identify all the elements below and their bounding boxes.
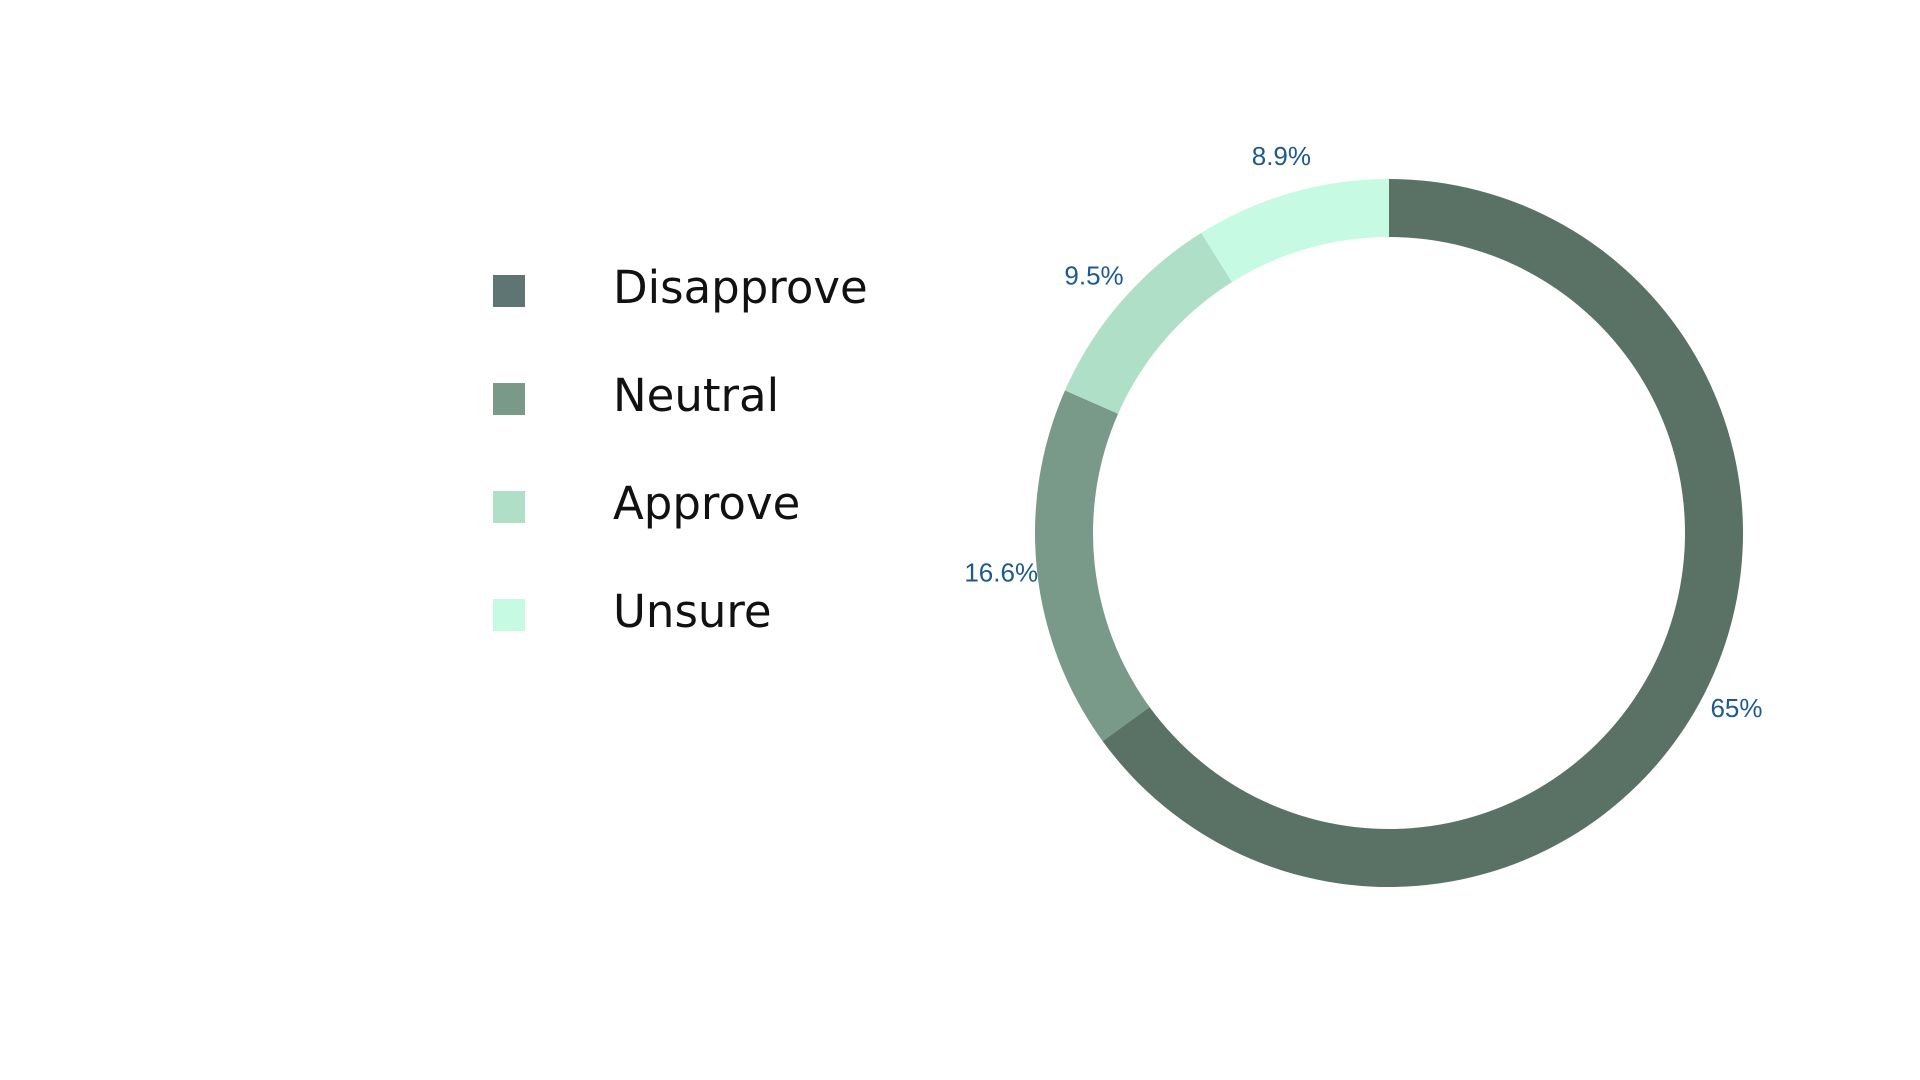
donut-slice-neutral bbox=[1035, 390, 1150, 742]
data-label-disapprove: 65% bbox=[1710, 693, 1762, 723]
legend-swatch-neutral bbox=[493, 383, 525, 415]
legend-label-approve: Approve bbox=[613, 477, 801, 530]
legend: Disapprove Neutral Approve Unsure bbox=[493, 248, 913, 680]
legend-label-disapprove: Disapprove bbox=[613, 261, 868, 314]
legend-swatch-approve bbox=[493, 491, 525, 523]
data-label-approve: 9.5% bbox=[1064, 261, 1123, 291]
data-label-neutral: 16.6% bbox=[964, 557, 1038, 587]
legend-item-approve: Approve bbox=[493, 464, 913, 572]
legend-swatch-disapprove bbox=[493, 275, 525, 307]
legend-swatch-unsure bbox=[493, 599, 525, 631]
legend-item-unsure: Unsure bbox=[493, 572, 913, 680]
data-label-unsure: 8.9% bbox=[1252, 141, 1311, 171]
legend-label-neutral: Neutral bbox=[613, 369, 780, 422]
donut-slice-unsure bbox=[1201, 179, 1389, 283]
legend-item-neutral: Neutral bbox=[493, 356, 913, 464]
donut-slice-approve bbox=[1065, 232, 1232, 414]
legend-item-disapprove: Disapprove bbox=[493, 248, 913, 356]
legend-label-unsure: Unsure bbox=[613, 585, 772, 638]
